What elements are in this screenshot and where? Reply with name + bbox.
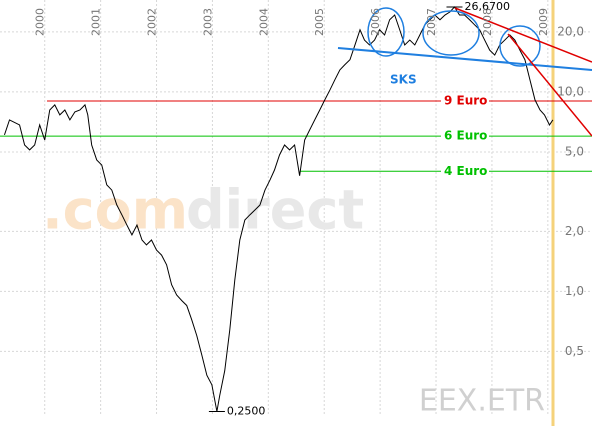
watermark-com: .com: [42, 179, 188, 242]
trend-line: [507, 33, 592, 137]
x-tick-label: 2008: [481, 8, 494, 36]
x-tick-label: 2004: [257, 8, 270, 36]
price-line: [3, 6, 554, 412]
level-label: 6 Euro: [444, 129, 487, 143]
x-tick-label: 2006: [369, 8, 382, 36]
x-tick-label: 2007: [425, 8, 438, 36]
level-label: 9 Euro: [444, 94, 487, 108]
annotation-label: 26,6700: [464, 0, 510, 13]
y-tick-label: 10,0: [557, 84, 584, 98]
x-tick-label: 2003: [201, 8, 214, 36]
watermark-direct: direct: [186, 179, 364, 242]
y-tick-label: 1,0: [565, 284, 584, 298]
y-tick-label: 20,0: [557, 24, 584, 38]
x-tick-label: 2000: [34, 8, 47, 36]
trend-line: [454, 7, 592, 63]
grid: [0, 0, 592, 415]
level-label: 4 Euro: [444, 164, 487, 178]
level-label-bg: [441, 94, 489, 109]
pattern-drawing: [337, 7, 592, 137]
symbol: EEX.ETR: [419, 384, 545, 419]
pattern-label: SKS: [390, 73, 417, 87]
annotation-label: 0,2500: [227, 404, 266, 417]
neckline: [337, 47, 592, 71]
x-tick-label: 2001: [90, 8, 103, 36]
shoulder-ellipse: [499, 25, 541, 67]
x-tick-label: 2002: [146, 8, 159, 36]
head-ellipse: [422, 10, 480, 56]
marks: 9 Euro 6 Euro 4 Euro 26,6700 0,2500: [0, 0, 592, 417]
y-tick-label: 5,0: [565, 144, 584, 158]
x-tick-label: 2005: [313, 8, 326, 36]
level-label-bg: [441, 129, 489, 144]
level-label-bg: [441, 164, 489, 179]
y-tick-label: 0,5: [565, 344, 584, 358]
x-tick-label: 2009: [537, 8, 550, 36]
y-tick-label: 2,0: [565, 224, 584, 238]
shoulder-ellipse: [367, 7, 405, 57]
